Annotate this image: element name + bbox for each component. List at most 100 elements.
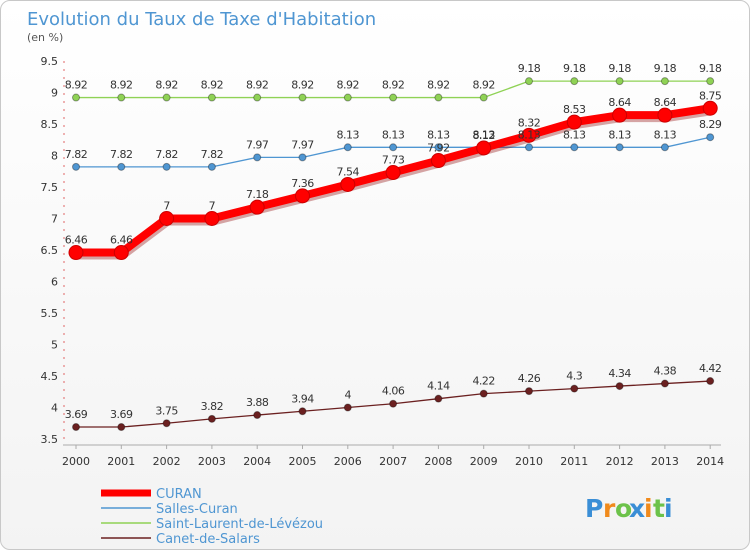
data-point (162, 419, 171, 428)
data-label: 7.36 (291, 177, 314, 190)
data-point (434, 143, 443, 152)
chart-subtitle: (en %) (27, 31, 63, 44)
x-tick-label: 2000 (62, 455, 90, 468)
data-label: 8.92 (110, 79, 133, 92)
data-label: 4.42 (699, 362, 722, 375)
data-label: 8.13 (608, 128, 631, 141)
data-label: 8.64 (654, 96, 677, 109)
data-point (657, 107, 673, 123)
data-point (706, 77, 715, 86)
logo-letter: t (653, 494, 665, 523)
y-tick-label: 7.5 (41, 181, 59, 194)
x-tick-label: 2008 (424, 455, 452, 468)
data-point (570, 77, 579, 86)
data-point (72, 93, 80, 102)
data-point (159, 211, 175, 226)
data-point (117, 162, 126, 171)
data-label: 8.92 (246, 79, 269, 92)
data-label: 8.13 (563, 128, 586, 141)
data-point (615, 77, 624, 86)
data-label: 8.13 (472, 128, 495, 141)
data-label: 3.69 (65, 408, 88, 421)
data-point (72, 423, 80, 432)
data-point (660, 77, 669, 86)
data-label: 8.92 (65, 79, 88, 92)
data-label: 8.13 (337, 128, 360, 141)
data-point (615, 143, 624, 152)
data-label: 9.18 (518, 62, 541, 75)
data-point (570, 384, 579, 393)
data-label: 8.53 (563, 103, 586, 116)
data-point (253, 93, 262, 102)
data-point (612, 107, 628, 123)
data-point (525, 387, 533, 396)
labels-1: 7.82 7.82 7.82 7.82 7.97 7.97 8.13 8.13 8.13 8.13… (65, 118, 723, 161)
y-tick-label: 3.5 (41, 433, 59, 446)
logo-letter: x (629, 494, 645, 523)
data-point (343, 143, 352, 152)
data-label: 8.64 (608, 96, 631, 109)
data-point (389, 399, 398, 408)
data-point (207, 162, 216, 171)
data-label: 8.92 (382, 79, 405, 92)
legend-label: CURAN (156, 487, 202, 502)
data-point (340, 176, 356, 192)
legend-label: Saint-Laurent-de-Lévézou (156, 517, 323, 532)
data-label: 8.13 (382, 128, 405, 141)
data-point (430, 153, 446, 169)
x-tick-label: 2011 (560, 455, 588, 468)
data-label: 6.46 (110, 234, 133, 247)
legend: CURANSalles-CuranSaint-Laurent-de-Lévézo… (101, 487, 323, 547)
data-point (660, 379, 669, 388)
series-2 (72, 77, 715, 102)
data-label: 9.18 (654, 62, 677, 75)
data-point (207, 414, 216, 423)
data-point (117, 93, 126, 102)
labels-0: 6.46 6.467 77.187.367.547.737.928.128.328.… (65, 89, 723, 247)
data-label: 3.82 (201, 400, 224, 413)
data-label: 8.32 (518, 116, 541, 129)
data-point (298, 407, 307, 416)
data-label: 7.82 (201, 148, 224, 161)
data-label: 4 (345, 389, 352, 402)
data-point (389, 143, 398, 152)
logo-letter: r (603, 494, 616, 523)
data-label: 7 (163, 200, 170, 213)
y-tick-label: 9 (51, 87, 58, 100)
data-point (253, 411, 262, 420)
data-point (479, 93, 488, 102)
data-point (113, 245, 129, 261)
y-tick-label: 8.5 (41, 118, 59, 131)
data-point (706, 377, 715, 386)
data-point (72, 162, 80, 171)
data-label: 8.13 (427, 128, 450, 141)
data-point (434, 394, 443, 403)
data-label: 7.92 (427, 142, 450, 155)
data-label: 4.14 (427, 380, 450, 393)
data-point (117, 423, 126, 432)
data-point (162, 93, 171, 102)
data-label: 8.92 (472, 79, 495, 92)
data-label: 9.18 (608, 62, 631, 75)
labels-2: 8.92 8.92 8.92 8.92 8.92 8.92 8.92 8.92 8.92 8.92… (65, 62, 723, 92)
x-tick-label: 2002 (153, 455, 181, 468)
data-point (295, 188, 310, 204)
y-tick-label: 4.5 (41, 370, 59, 383)
data-point (521, 127, 537, 143)
data-label: 7 (209, 200, 216, 213)
data-label: 8.29 (699, 118, 722, 131)
data-point (476, 140, 492, 156)
data-label: 3.75 (155, 404, 178, 417)
data-point (204, 211, 220, 226)
data-label: 8.92 (291, 79, 314, 92)
y-tick-label: 6 (51, 276, 58, 289)
data-label: 4.34 (608, 367, 631, 380)
data-point (343, 403, 352, 412)
data-label: 8.75 (699, 89, 722, 102)
data-label: 9.18 (699, 62, 722, 75)
data-point (660, 143, 669, 152)
logo-letter: o (615, 494, 632, 523)
data-label: 8.13 (654, 128, 677, 141)
